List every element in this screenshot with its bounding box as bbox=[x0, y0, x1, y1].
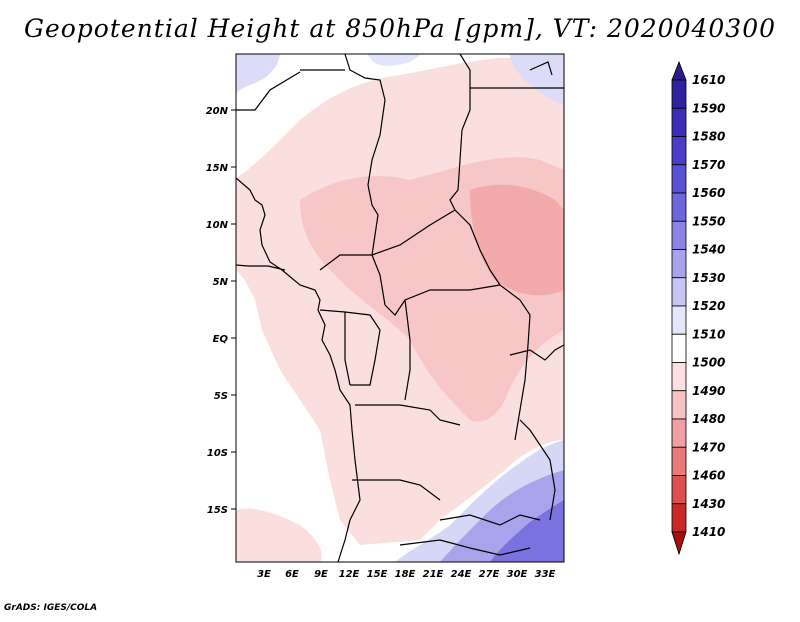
lon-label: 24E bbox=[451, 569, 472, 580]
colorbar-label: 1480 bbox=[692, 412, 725, 426]
colorbar-segment bbox=[671, 475, 687, 505]
lon-label: 27E bbox=[479, 569, 500, 580]
country-borders bbox=[236, 54, 564, 562]
lat-label: 5N bbox=[213, 277, 229, 288]
lat-axis: 20N 15N 10N 5N EQ 5S 10S 15S bbox=[206, 106, 236, 516]
lat-label: 15N bbox=[206, 163, 229, 174]
height-1560-south bbox=[490, 500, 564, 562]
colorbar-bottom-arrow bbox=[671, 531, 687, 556]
map-frame bbox=[235, 53, 565, 563]
colorbar-label: 1430 bbox=[692, 497, 725, 511]
map-panel bbox=[236, 54, 564, 562]
colorbar-label: 1580 bbox=[692, 130, 725, 144]
lat-label: 20N bbox=[206, 106, 229, 117]
colorbar-segment bbox=[671, 192, 687, 222]
colorbar-top-arrow bbox=[671, 60, 687, 81]
colorbar-label: 1460 bbox=[692, 469, 725, 483]
colorbar-label: 1510 bbox=[692, 327, 725, 341]
lat-label: EQ bbox=[213, 334, 229, 345]
lon-label: 9E bbox=[314, 569, 328, 580]
map-title: Geopotential Height at 850hPa [gpm], VT:… bbox=[23, 14, 777, 43]
lat-label: 15S bbox=[207, 505, 228, 516]
grads-credit: GrADS: IGES/COLA bbox=[4, 603, 98, 613]
lon-label: 15E bbox=[367, 569, 388, 580]
colorbar-label: 1470 bbox=[692, 440, 725, 454]
lon-label: 21E bbox=[423, 569, 444, 580]
colorbar-label: 1560 bbox=[692, 186, 725, 200]
colorbar-segment bbox=[671, 79, 687, 109]
lon-axis: 3E 6E 9E 12E 15E 18E 21E 24E 27E 30E 33E bbox=[257, 569, 555, 580]
colorbar-segment bbox=[671, 249, 687, 279]
colorbar: 1610 1590 1580 1570 1560 1550 1540 1530 1520 1510… bbox=[671, 60, 725, 556]
colorbar-label: 1500 bbox=[692, 356, 725, 370]
colorbar-segment bbox=[671, 418, 687, 448]
lon-label: 18E bbox=[395, 569, 416, 580]
lat-label: 5S bbox=[214, 391, 228, 402]
colorbar-label: 1590 bbox=[692, 101, 725, 115]
height-1520-nw bbox=[236, 54, 280, 95]
colorbar-label: 1410 bbox=[692, 525, 725, 539]
lat-label: 10N bbox=[206, 220, 229, 231]
colorbar-segment bbox=[671, 503, 687, 533]
colorbar-segment bbox=[671, 362, 687, 392]
lon-label: 12E bbox=[339, 569, 360, 580]
lon-label: 3E bbox=[257, 569, 271, 580]
colorbar-segment bbox=[671, 277, 687, 307]
colorbar-label: 1520 bbox=[692, 299, 725, 313]
colorbar-segment bbox=[671, 164, 687, 194]
lon-label: 33E bbox=[535, 569, 556, 580]
colorbar-label: 1570 bbox=[692, 158, 725, 172]
colorbar-label: 1610 bbox=[692, 73, 725, 87]
colorbar-segment bbox=[671, 136, 687, 166]
lat-label: 10S bbox=[207, 448, 228, 459]
height-1520-north bbox=[368, 54, 420, 66]
colorbar-label: 1540 bbox=[692, 243, 725, 257]
colorbar-segment bbox=[671, 446, 687, 476]
colorbar-segment bbox=[671, 333, 687, 363]
colorbar-label: 1490 bbox=[692, 384, 725, 398]
height-1500-sw bbox=[236, 508, 322, 562]
colorbar-segment bbox=[671, 305, 687, 335]
height-1520-ne bbox=[510, 54, 564, 105]
colorbar-label: 1550 bbox=[692, 214, 725, 228]
colorbar-label: 1530 bbox=[692, 271, 725, 285]
colorbar-segment bbox=[671, 390, 687, 420]
colorbar-segment bbox=[671, 220, 687, 250]
height-1480-region bbox=[470, 184, 564, 296]
lon-label: 30E bbox=[507, 569, 528, 580]
lon-label: 6E bbox=[285, 569, 299, 580]
colorbar-segment bbox=[671, 107, 687, 137]
